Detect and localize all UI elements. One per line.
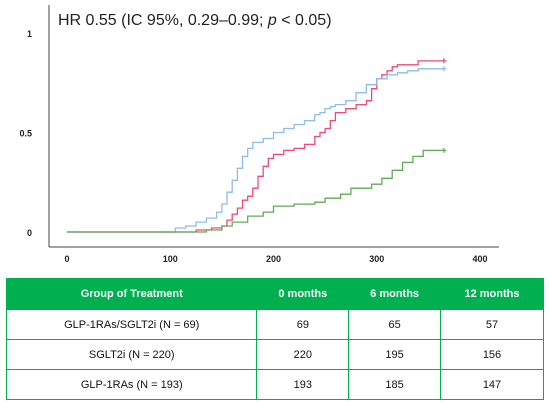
survival-curves	[67, 58, 446, 232]
group-cell: GLP-1RAs/SGLT2i (N = 69)	[7, 310, 257, 340]
y-tick-label: 0.5	[19, 129, 32, 139]
table-header-row: Group of Treatment 0 months 6 months 12 …	[7, 279, 544, 310]
column-header-group: Group of Treatment	[7, 279, 257, 310]
hazard-ratio-suffix: < 0.05)	[277, 12, 332, 29]
table-row: SGLT2i (N = 220) 220 195 156	[7, 340, 544, 370]
censor-marker	[441, 66, 446, 71]
count-cell: 65	[349, 310, 441, 340]
count-cell: 193	[257, 370, 349, 400]
survival-curve-2	[67, 69, 444, 232]
survival-curve-3	[67, 150, 444, 232]
p-value-symbol: p	[267, 12, 277, 29]
survival-curve-1	[67, 61, 444, 232]
censor-marker	[441, 148, 446, 153]
kaplan-meier-chart: HR 0.55 (IC 95%, 0.29–0.99; p < 0.05) 00…	[0, 0, 550, 268]
table-row: GLP-1RAs (N = 193) 193 185 147	[7, 370, 544, 400]
hazard-ratio-prefix: HR 0.55 (IC 95%, 0.29–0.99;	[58, 12, 268, 29]
x-tick-label: 100	[163, 254, 178, 264]
column-header-12-months: 12 months	[440, 279, 543, 310]
count-cell: 69	[257, 310, 349, 340]
y-tick-labels: 00.51	[19, 29, 32, 238]
y-tick-label: 1	[27, 29, 32, 39]
x-tick-label: 200	[266, 254, 281, 264]
x-tick-label: 300	[369, 254, 384, 264]
count-cell: 220	[257, 340, 349, 370]
hazard-ratio-annotation: HR 0.55 (IC 95%, 0.29–0.99; p < 0.05)	[58, 12, 332, 29]
x-tick-label: 400	[472, 254, 487, 264]
x-tick-label: 0	[64, 254, 69, 264]
count-cell: 147	[440, 370, 543, 400]
number-at-risk-table: Group of Treatment 0 months 6 months 12 …	[6, 278, 544, 400]
table-row: GLP-1RAs/SGLT2i (N = 69) 69 65 57	[7, 310, 544, 340]
count-cell: 185	[349, 370, 441, 400]
x-tick-labels: 0 100 200 300 400	[64, 254, 487, 264]
y-tick-label: 0	[27, 228, 32, 238]
column-header-6-months: 6 months	[349, 279, 441, 310]
censor-marker	[441, 58, 446, 63]
group-cell: GLP-1RAs (N = 193)	[7, 370, 257, 400]
column-header-0-months: 0 months	[257, 279, 349, 310]
count-cell: 57	[440, 310, 543, 340]
count-cell: 195	[349, 340, 441, 370]
count-cell: 156	[440, 340, 543, 370]
group-cell: SGLT2i (N = 220)	[7, 340, 257, 370]
